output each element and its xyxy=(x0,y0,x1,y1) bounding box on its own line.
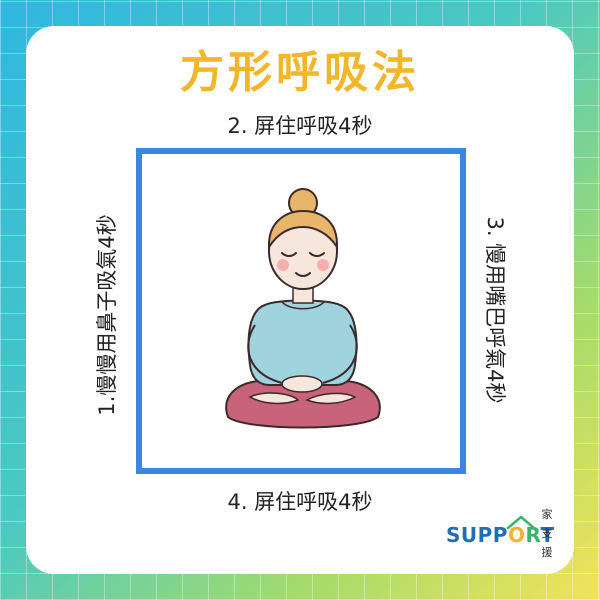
logo-side-text: 家 支 援 xyxy=(541,508,553,559)
left-eye xyxy=(281,252,297,257)
left-cheek xyxy=(277,259,289,271)
right-eye xyxy=(309,252,325,257)
right-arm xyxy=(322,324,358,384)
step-4-label: 4. 屏住呼吸4秒 xyxy=(227,490,373,514)
right-foot xyxy=(305,392,357,405)
breathing-square xyxy=(136,148,466,474)
smile xyxy=(295,272,311,277)
step-1-label: 1.慢慢用鼻子吸氣4秒 xyxy=(95,214,119,416)
page-title: 方形呼吸法 xyxy=(180,47,420,98)
torso xyxy=(247,299,358,386)
house-roof-icon xyxy=(506,515,536,529)
hands xyxy=(281,375,323,393)
left-arm xyxy=(247,324,283,384)
logo-wordmark: SUPPORT xyxy=(446,523,555,547)
meditating-woman-illustration xyxy=(225,188,381,429)
left-foot xyxy=(248,392,300,405)
right-cheek xyxy=(317,259,329,271)
step-3-label: 3. 慢用嘴巴呼氣4秒 xyxy=(483,216,507,404)
hair xyxy=(267,209,339,251)
step-2-label: 2. 屏住呼吸4秒 xyxy=(227,114,373,138)
